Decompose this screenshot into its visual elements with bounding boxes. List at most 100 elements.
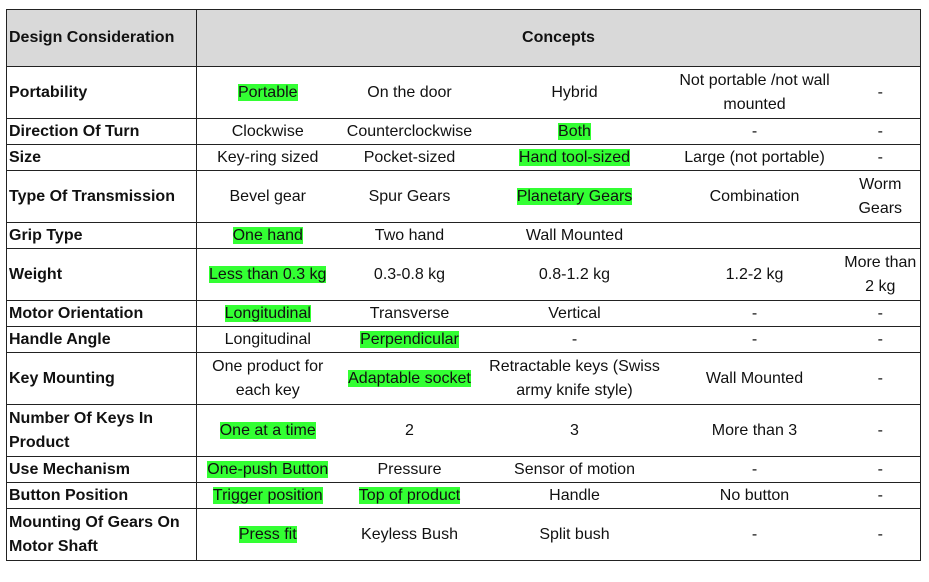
concept-cell: Perpendicular — [338, 326, 481, 353]
concept-text: Bevel gear — [229, 187, 307, 205]
concept-cell: - — [480, 326, 669, 353]
concept-cell: Wall Mounted — [480, 222, 669, 249]
concept-cell: - — [668, 508, 841, 561]
concept-text: - — [877, 369, 883, 387]
table-row: Motor Orientation Longitudinal Transverse V… — [6, 300, 922, 327]
selected-concept-text: Less than 0.3 kg — [209, 265, 327, 283]
concept-cell: - — [840, 118, 922, 145]
header-concepts: Concepts — [195, 9, 922, 67]
concept-cell: One at a time — [196, 404, 339, 457]
selected-concept-text: Press fit — [238, 525, 297, 543]
concept-text: Counterclockwise — [346, 122, 473, 140]
concept-text: Wall Mounted — [525, 226, 624, 244]
concept-cell: Not portable /not wall mounted — [668, 66, 841, 119]
concept-text: - — [877, 83, 883, 101]
table-row: Direction Of Turn Clockwise Counterclockwi… — [6, 118, 922, 145]
concept-text: - — [751, 525, 758, 543]
table-row: Use Mechanism One-push Button Pressure Sens… — [6, 456, 922, 483]
concept-text: 2 — [405, 421, 414, 439]
concept-cell: - — [668, 300, 841, 327]
concept-cell: - — [840, 66, 922, 119]
concept-text: Large (not portable) — [684, 148, 825, 166]
concept-cell: 3 — [480, 404, 669, 457]
selected-concept-text: Hand tool-sized — [518, 148, 631, 166]
concept-text: Longitudinal — [224, 330, 311, 348]
table-row: Weight Less than 0.3 kg 0.3-0.8 kg 0.8-1.2 … — [6, 248, 922, 301]
table-row: Type Of Transmission Bevel gear Spur Gears… — [6, 170, 922, 223]
concept-text: - — [877, 460, 883, 478]
concept-text: Pocket-sized — [363, 148, 456, 166]
row-label: Grip Type — [6, 222, 197, 249]
concept-cell: Less than 0.3 kg — [196, 248, 339, 301]
selected-concept-text: Portable — [237, 83, 298, 101]
selected-concept-text: Both — [558, 122, 591, 140]
concept-cell: Large (not portable) — [668, 144, 841, 171]
concept-cell: More than 3 — [668, 404, 841, 457]
row-label: Size — [6, 144, 197, 171]
concept-cell: Split bush — [480, 508, 669, 561]
concept-text: Hybrid — [551, 83, 598, 101]
concept-cell: On the door — [338, 66, 481, 119]
concept-cell: More than 2 kg — [840, 248, 922, 301]
row-label: Use Mechanism — [6, 456, 197, 483]
table-row: Grip Type One hand Two hand Wall Mounted — [6, 222, 922, 249]
concept-text: 0.8-1.2 kg — [538, 265, 611, 283]
table-row: Handle Angle Longitudinal Perpendicular - - - — [6, 326, 922, 353]
concept-cell — [840, 222, 922, 249]
concept-cell: Longitudinal — [196, 326, 339, 353]
concept-text: - — [751, 330, 758, 348]
concept-cell: Hand tool-sized — [480, 144, 669, 171]
concept-text: Sensor of motion — [514, 460, 635, 478]
concept-cell: Key-ring sized — [196, 144, 339, 171]
concept-text: Handle — [549, 486, 600, 504]
concept-text: - — [751, 304, 758, 322]
concept-cell: Worm Gears — [840, 170, 922, 223]
concept-text: 3 — [570, 421, 579, 439]
concept-text: - — [877, 486, 883, 504]
concept-cell: - — [840, 508, 922, 561]
concept-cell: Pocket-sized — [338, 144, 481, 171]
concept-text: Split bush — [539, 525, 610, 543]
selected-concept-text: Perpendicular — [360, 330, 459, 348]
header-row: Design Consideration Concepts — [6, 9, 922, 67]
selected-concept-text: Trigger position — [212, 486, 323, 504]
concept-text: - — [877, 421, 883, 439]
concept-cell: Hybrid — [480, 66, 669, 119]
concept-cell: Pressure — [338, 456, 481, 483]
concept-text: One product for each key — [212, 357, 324, 399]
row-label: Handle Angle — [6, 326, 197, 353]
row-label: Button Position — [6, 482, 197, 509]
concept-text: Not portable /not wall mounted — [679, 71, 830, 113]
concept-cell: 0.3-0.8 kg — [338, 248, 481, 301]
concept-cell: Two hand — [338, 222, 481, 249]
concept-cell: - — [840, 404, 922, 457]
design-concepts-table: Design Consideration Concepts Portabilit… — [6, 9, 922, 561]
concept-text: - — [877, 304, 883, 322]
table-row: Size Key-ring sized Pocket-sized Hand tool-… — [6, 144, 922, 171]
table-row: Portability Portable On the door Hybrid Not … — [6, 66, 922, 119]
concept-text: Keyless Bush — [361, 525, 458, 543]
concept-text: Combination — [709, 187, 800, 205]
concept-cell: - — [668, 456, 841, 483]
concept-cell: One-push Button — [196, 456, 339, 483]
row-label: Portability — [6, 66, 197, 119]
concept-text: - — [571, 330, 578, 348]
concept-text: More than 2 kg — [844, 253, 917, 295]
concept-cell: 0.8-1.2 kg — [480, 248, 669, 301]
concept-text: On the door — [367, 83, 452, 101]
concept-cell: Vertical — [480, 300, 669, 327]
concept-cell: Planetary Gears — [480, 170, 669, 223]
concept-text: Two hand — [374, 226, 445, 244]
concept-cell: - — [840, 144, 922, 171]
selected-concept-text: One hand — [232, 226, 303, 244]
concept-cell: No button — [668, 482, 841, 509]
concept-text: Clockwise — [231, 122, 304, 140]
concept-cell: Longitudinal — [196, 300, 339, 327]
concept-text: More than 3 — [711, 421, 798, 439]
concept-cell: Transverse — [338, 300, 481, 327]
table-row: Button Position Trigger position Top of pr… — [6, 482, 922, 509]
concept-text: - — [751, 460, 758, 478]
concept-cell: Counterclockwise — [338, 118, 481, 145]
selected-concept-text: Longitudinal — [224, 304, 311, 322]
concept-cell: - — [840, 482, 922, 509]
